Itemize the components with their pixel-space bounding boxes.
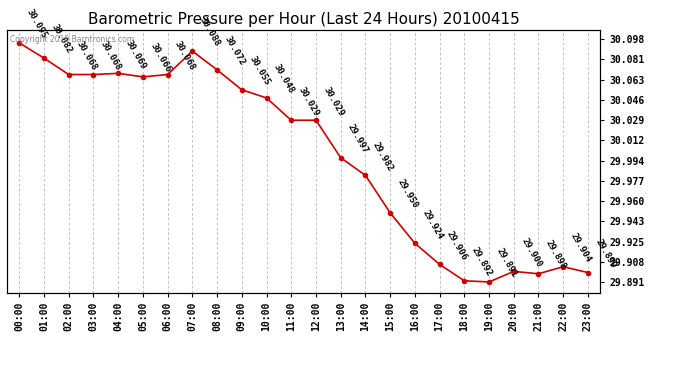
Text: 29.950: 29.950 (395, 178, 420, 210)
Text: 30.048: 30.048 (272, 63, 296, 95)
Text: 29.892: 29.892 (470, 246, 494, 278)
Text: 30.068: 30.068 (99, 39, 123, 72)
Text: 30.082: 30.082 (50, 23, 73, 56)
Text: 30.069: 30.069 (124, 38, 148, 70)
Text: 30.029: 30.029 (322, 85, 346, 117)
Title: Barometric Pressure per Hour (Last 24 Hours) 20100415: Barometric Pressure per Hour (Last 24 Ho… (88, 12, 520, 27)
Text: 29.982: 29.982 (371, 140, 395, 172)
Text: 30.068: 30.068 (173, 39, 197, 72)
Text: 30.029: 30.029 (297, 85, 321, 117)
Text: 29.906: 29.906 (445, 229, 469, 262)
Text: 30.068: 30.068 (75, 39, 98, 72)
Text: 29.900: 29.900 (520, 236, 543, 268)
Text: 29.891: 29.891 (495, 247, 518, 279)
Text: 29.899: 29.899 (593, 237, 618, 270)
Text: 29.904: 29.904 (569, 231, 593, 264)
Text: 29.898: 29.898 (544, 238, 568, 271)
Text: 29.997: 29.997 (346, 123, 370, 155)
Text: 30.072: 30.072 (223, 34, 246, 67)
Text: 30.095: 30.095 (25, 8, 49, 40)
Text: Copyright 2010 Barntronics.com: Copyright 2010 Barntronics.com (10, 35, 134, 44)
Text: 30.088: 30.088 (198, 16, 221, 48)
Text: 30.055: 30.055 (247, 54, 271, 87)
Text: 29.924: 29.924 (420, 208, 444, 240)
Text: 30.066: 30.066 (148, 42, 172, 74)
